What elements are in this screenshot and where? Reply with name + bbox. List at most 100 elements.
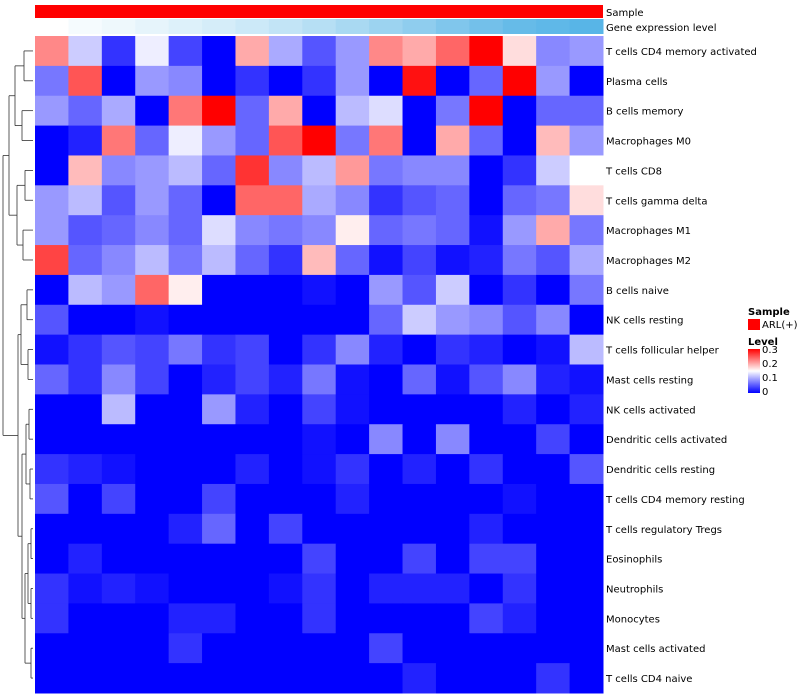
annotation-gene-cell	[402, 19, 437, 34]
heatmap-cell	[268, 334, 303, 365]
legend-sample-swatch	[748, 319, 760, 330]
heatmap-cell	[68, 394, 103, 425]
heatmap-cell	[435, 95, 470, 127]
heatmap-cell	[35, 36, 69, 67]
heatmap-cell	[536, 304, 571, 336]
heatmap-cell	[168, 185, 203, 216]
heatmap-cell	[502, 663, 537, 694]
heatmap-cell	[302, 185, 337, 216]
heatmap-cell	[502, 513, 537, 545]
heatmap-cell	[135, 394, 170, 425]
heatmap-cell	[202, 454, 236, 485]
heatmap-cell	[68, 274, 103, 306]
heatmap-cell	[536, 185, 571, 216]
legend: Sample ARL(+) Level 0.3 0.2 0.1 0	[748, 307, 798, 398]
heatmap-cell	[35, 65, 69, 97]
heatmap-cell	[268, 603, 303, 634]
heatmap-cell	[302, 543, 337, 575]
heatmap-cell	[502, 573, 537, 604]
heatmap-cell	[168, 125, 203, 156]
heatmap-cell	[68, 95, 103, 127]
heatmap-cell	[536, 155, 571, 186]
heatmap-cell	[268, 483, 303, 515]
heatmap-cell	[135, 483, 170, 515]
annotation-sample-bar	[35, 5, 603, 18]
heatmap-cell	[202, 334, 236, 365]
heatmap-cell	[435, 65, 470, 97]
heatmap-cell	[135, 513, 170, 545]
heatmap-cell	[369, 155, 404, 186]
heatmap-cell	[135, 573, 170, 604]
heatmap-cell	[235, 603, 270, 634]
heatmap-cell	[101, 215, 136, 246]
heatmap-cell	[235, 36, 270, 67]
legend-level-title: Level	[748, 337, 778, 348]
heatmap-cell	[35, 394, 69, 425]
heatmap-cell	[168, 543, 203, 575]
heatmap-cell	[536, 36, 571, 67]
legend-tick-0.2: 0.2	[762, 359, 778, 370]
heatmap-cell	[402, 274, 437, 306]
heatmap-cell	[569, 394, 604, 425]
heatmap-cell	[202, 513, 236, 545]
heatmap-cell	[435, 185, 470, 216]
heatmap-cell	[101, 543, 136, 575]
heatmap-cell	[435, 573, 470, 604]
heatmap-cell	[202, 483, 236, 515]
heatmap-cell	[502, 633, 537, 664]
heatmap-cell	[101, 334, 136, 365]
heatmap-cell	[235, 663, 270, 694]
heatmap-cell	[502, 334, 537, 365]
heatmap-cell	[402, 394, 437, 425]
heatmap-cell	[369, 364, 404, 395]
heatmap-cell	[369, 95, 404, 127]
heatmap-cell	[101, 304, 136, 336]
heatmap-cell	[502, 603, 537, 634]
heatmap-cell	[369, 274, 404, 306]
heatmap-cell	[502, 36, 537, 67]
heatmap-cell	[402, 155, 437, 186]
heatmap-cell	[101, 125, 136, 156]
heatmap-cell	[202, 304, 236, 336]
row-label: T cells CD8	[605, 166, 662, 177]
heatmap-cell	[369, 483, 404, 515]
heatmap-cell	[335, 483, 370, 515]
heatmap-cell	[101, 603, 136, 634]
heatmap-cell	[168, 155, 203, 186]
legend-tick-0.3: 0.3	[762, 345, 778, 356]
heatmap-cell	[335, 603, 370, 634]
heatmap-cell	[135, 304, 170, 336]
annotation-gene-cell	[335, 19, 370, 34]
row-label: Plasma cells	[606, 77, 668, 88]
row-labels: T cells CD4 memory activated Plasma cells…	[605, 47, 757, 685]
heatmap-cell	[369, 125, 404, 156]
heatmap-cell	[469, 215, 504, 246]
heatmap-cell	[235, 633, 270, 664]
heatmap-cell	[502, 95, 537, 127]
row-label: Neutrophils	[606, 584, 663, 595]
heatmap-cell	[502, 274, 537, 306]
heatmap-cell	[569, 483, 604, 515]
heatmap-cell	[35, 573, 69, 604]
heatmap-cell	[268, 364, 303, 395]
heatmap-cell	[569, 185, 604, 216]
heatmap-cell	[435, 155, 470, 186]
row-label: Mast cells resting	[606, 375, 693, 386]
heatmap-cell	[335, 304, 370, 336]
heatmap-cell	[235, 424, 270, 455]
heatmap-cells	[35, 36, 604, 694]
heatmap-cell	[369, 573, 404, 604]
heatmap-cell	[68, 125, 103, 156]
heatmap-cell	[569, 513, 604, 545]
heatmap-cell	[135, 603, 170, 634]
heatmap-cell	[469, 36, 504, 67]
heatmap-cell	[302, 65, 337, 97]
annotation-gene-cell	[302, 19, 337, 34]
heatmap-cell	[536, 663, 571, 694]
heatmap-cell	[202, 274, 236, 306]
heatmap-cell	[268, 215, 303, 246]
annotation-gene-cell	[101, 19, 136, 34]
heatmap-cell	[402, 245, 437, 276]
heatmap-cell	[35, 304, 69, 336]
heatmap-cell	[68, 424, 103, 455]
